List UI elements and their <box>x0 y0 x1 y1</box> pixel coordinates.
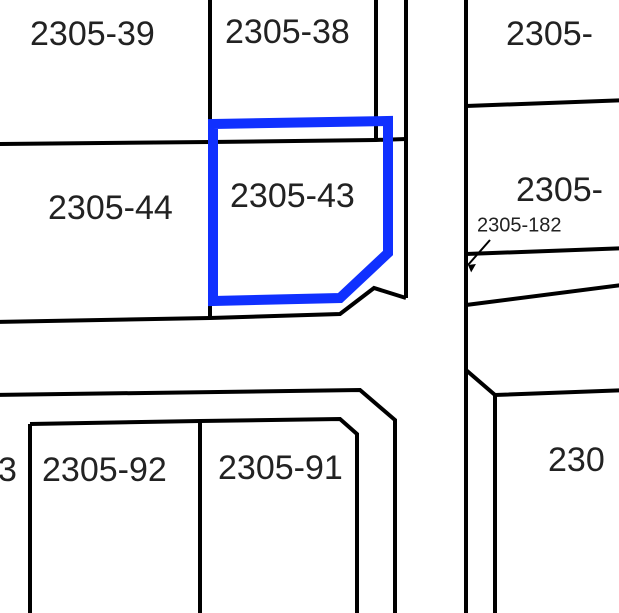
lot-2305-182: 2305-182 <box>477 214 562 236</box>
lot-right-upper-cut: 2305- <box>506 15 593 53</box>
lot-2305-38: 2305-38 <box>225 13 350 51</box>
parcel-lines <box>0 0 619 613</box>
lot-bottom-left-cut: 3 <box>0 451 17 489</box>
lot-2305-44: 2305-44 <box>48 189 173 227</box>
right-182-bottom <box>466 284 619 305</box>
leader-lines <box>468 240 490 272</box>
lot-2305-43: 2305-43 <box>230 177 355 215</box>
parcel-map: 2305-39 2305-38 2305-44 2305-43 2305- 2305- 23… <box>0 0 619 613</box>
lot-2305-91: 2305-91 <box>218 449 343 487</box>
lot-right-mid-cut: 2305- <box>516 171 603 209</box>
lot-2305-92: 2305-92 <box>42 451 167 489</box>
lot-2305-39: 2305-39 <box>30 15 155 53</box>
right-lower-top <box>466 370 619 395</box>
right-upper-div <box>466 100 619 106</box>
top-row-bottom <box>0 139 406 144</box>
lot-right-lower-cut: 230 <box>548 441 605 479</box>
leader-182-arrow <box>468 264 476 272</box>
right-182-top <box>466 248 619 254</box>
